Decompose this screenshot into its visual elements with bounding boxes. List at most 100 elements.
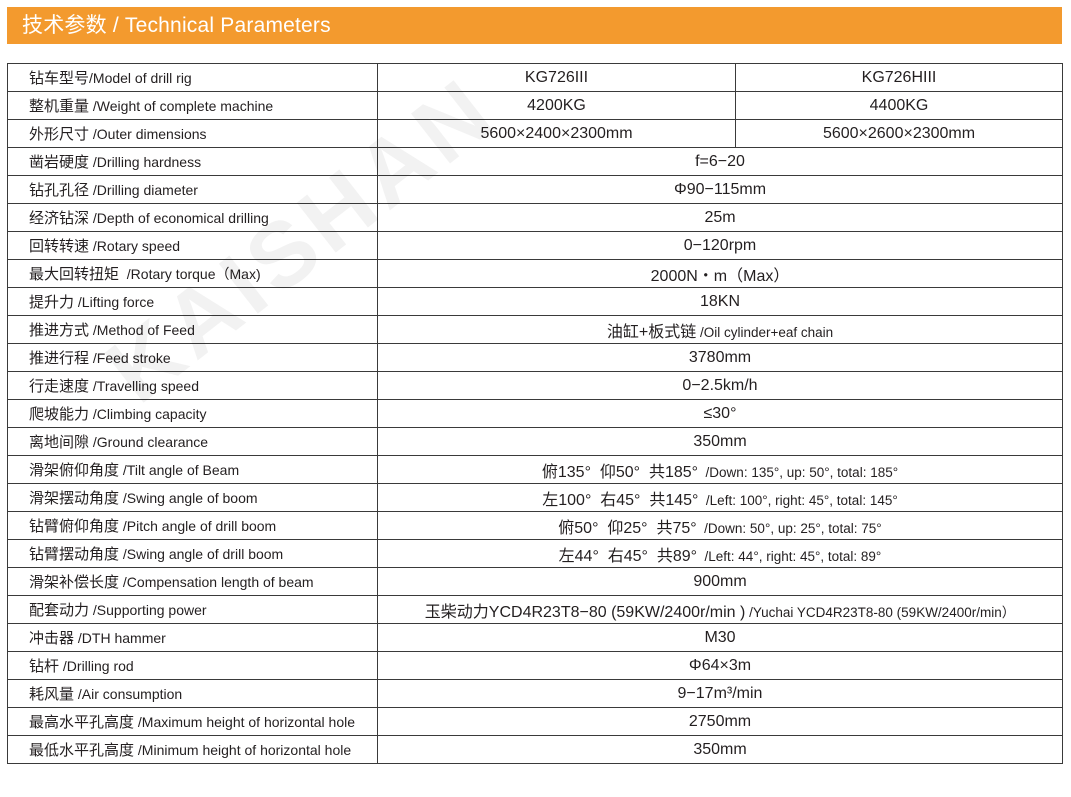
table-row: 最大回转扭矩 /Rotary torque（Max) 2000N・m（Max） xyxy=(7,259,1063,288)
parameter-label: 冲击器 /DTH hammer xyxy=(7,623,378,652)
table-row: 爬坡能力 /Climbing capacity ≤30° xyxy=(7,399,1063,428)
label-cn: 凿岩硬度 xyxy=(29,154,90,171)
label-cn: 钻孔孔径 xyxy=(29,182,90,199)
value-en: /Down: 50°, up: 25°, total: 75° xyxy=(696,520,882,536)
label-en: /Supporting power xyxy=(89,602,207,618)
label-cn: 配套动力 xyxy=(29,602,90,619)
value-text: f=6−20 xyxy=(695,152,745,170)
parameter-label: 行走速度 /Travelling speed xyxy=(7,371,378,400)
table-row: 滑架补偿长度 /Compensation length of beam 900mm xyxy=(7,567,1063,596)
label-en: /Climbing capacity xyxy=(89,406,207,422)
parameter-value: Φ90−115mm xyxy=(377,175,1063,204)
table-row: 外形尺寸 /Outer dimensions 5600×2400×2300mm 56… xyxy=(7,119,1063,148)
parameter-value: M30 xyxy=(377,623,1063,652)
parameter-label: 经济钻深 /Depth of economical drilling xyxy=(7,203,378,232)
parameter-value: 18KN xyxy=(377,287,1063,316)
parameter-label: 钻孔孔径 /Drilling diameter xyxy=(7,175,378,204)
value-text: ≤30° xyxy=(703,404,737,422)
parameter-label: 滑架摆动角度 /Swing angle of boom xyxy=(7,483,378,512)
parameter-value: 900mm xyxy=(377,567,1063,596)
value-text: 5600×2400×2300mm xyxy=(480,124,633,142)
label-en: /Air consumption xyxy=(74,686,183,702)
value-text: 18KN xyxy=(699,292,741,310)
label-en: /Drilling diameter xyxy=(89,182,198,198)
label-cn: 滑架俯仰角度 xyxy=(29,462,120,479)
table-row: 钻车型号/Model of drill rig KG726III KG726HIII xyxy=(7,63,1063,92)
table-row: 冲击器 /DTH hammer M30 xyxy=(7,623,1063,652)
label-en: /Ground clearance xyxy=(89,434,209,450)
table-row: 配套动力 /Supporting power 玉柴动力YCD4R23T8−80 (… xyxy=(7,595,1063,624)
label-cn: 最低水平孔高度 xyxy=(29,742,135,759)
label-en: /Method of Feed xyxy=(89,322,195,338)
label-en: /Maximum height of horizontal hole xyxy=(134,714,356,730)
parameter-value: KG726HIII xyxy=(735,63,1063,92)
table-row: 钻臂俯仰角度 /Pitch angle of drill boom 俯50° 仰2… xyxy=(7,511,1063,540)
parameter-value: 5600×2600×2300mm xyxy=(735,119,1063,148)
label-en: /Minimum height of horizontal hole xyxy=(134,742,352,758)
value-text: M30 xyxy=(704,628,736,646)
parameter-value: f=6−20 xyxy=(377,147,1063,176)
value-text: 350mm xyxy=(693,432,747,450)
parameters-table: 钻车型号/Model of drill rig KG726III KG726HIII… xyxy=(7,63,1063,764)
table-row: 凿岩硬度 /Drilling hardness f=6−20 xyxy=(7,147,1063,176)
value-text: 俯50° 仰25° 共75° xyxy=(558,519,697,537)
label-en: /Model of drill rig xyxy=(89,70,192,86)
parameter-label: 钻杆 /Drilling rod xyxy=(7,651,378,680)
parameter-value: 2000N・m（Max） xyxy=(377,259,1063,288)
table-row: 推进方式 /Method of Feed 油缸+板式链 /Oil cylinder… xyxy=(7,315,1063,344)
parameter-value: ≤30° xyxy=(377,399,1063,428)
table-row: 钻孔孔径 /Drilling diameter Φ90−115mm xyxy=(7,175,1063,204)
label-cn: 最大回转扭矩 xyxy=(29,266,120,283)
table-row: 行走速度 /Travelling speed 0−2.5km/h xyxy=(7,371,1063,400)
parameter-value: 玉柴动力YCD4R23T8−80 (59KW/2400r/min ) /Yuch… xyxy=(377,595,1063,624)
table-row: 整机重量 /Weight of complete machine 4200KG 44… xyxy=(7,91,1063,120)
table-row: 最高水平孔高度 /Maximum height of horizontal ho… xyxy=(7,707,1063,736)
parameter-label: 滑架补偿长度 /Compensation length of beam xyxy=(7,567,378,596)
label-cn: 冲击器 xyxy=(29,630,75,647)
parameter-value: 左100° 右45° 共145° /Left: 100°, right: 45°… xyxy=(377,483,1063,512)
table-row: 经济钻深 /Depth of economical drilling 25m xyxy=(7,203,1063,232)
label-cn: 离地间隙 xyxy=(29,434,90,451)
value-en: /Left: 100°, right: 45°, total: 145° xyxy=(698,492,898,508)
parameter-value: 0−2.5km/h xyxy=(377,371,1063,400)
table-row: 提升力 /Lifting force 18KN xyxy=(7,287,1063,316)
value-en: /Left: 44°, right: 45°, total: 89° xyxy=(697,548,882,564)
parameter-value: 油缸+板式链 /Oil cylinder+eaf chain xyxy=(377,315,1063,344)
value-text: 9−17m³/min xyxy=(677,684,763,702)
parameter-value: Φ64×3m xyxy=(377,651,1063,680)
table-row: 离地间隙 /Ground clearance 350mm xyxy=(7,427,1063,456)
value-en: /Down: 135°, up: 50°, total: 185° xyxy=(698,464,899,480)
parameter-value: 25m xyxy=(377,203,1063,232)
label-en: /Lifting force xyxy=(74,294,155,310)
value-text: 玉柴动力YCD4R23T8−80 (59KW/2400r/min ) xyxy=(424,603,746,621)
value-text: 左100° 右45° 共145° xyxy=(542,491,699,509)
parameter-label: 最低水平孔高度 /Minimum height of horizontal ho… xyxy=(7,735,378,764)
value-text: 左44° 右45° 共89° xyxy=(558,547,698,565)
parameter-value: 4200KG xyxy=(377,91,736,120)
parameter-label: 推进方式 /Method of Feed xyxy=(7,315,378,344)
label-en: /Tilt angle of Beam xyxy=(119,462,240,478)
value-text: 4400KG xyxy=(869,96,929,114)
parameter-label: 提升力 /Lifting force xyxy=(7,287,378,316)
table-row: 耗风量 /Air consumption 9−17m³/min xyxy=(7,679,1063,708)
table-row: 钻臂摆动角度 /Swing angle of drill boom 左44° 右4… xyxy=(7,539,1063,568)
label-en: /Depth of economical drilling xyxy=(89,210,269,226)
label-en: /Swing angle of drill boom xyxy=(119,546,284,562)
label-en: /Compensation length of beam xyxy=(119,574,314,590)
label-cn: 滑架摆动角度 xyxy=(29,490,120,507)
parameter-label: 回转转速 /Rotary speed xyxy=(7,231,378,260)
parameter-value: 左44° 右45° 共89° /Left: 44°, right: 45°, t… xyxy=(377,539,1063,568)
parameter-label: 凿岩硬度 /Drilling hardness xyxy=(7,147,378,176)
table-row: 最低水平孔高度 /Minimum height of horizontal ho… xyxy=(7,735,1063,764)
label-en: /Drilling rod xyxy=(59,658,134,674)
parameter-label: 离地间隙 /Ground clearance xyxy=(7,427,378,456)
value-text: Φ90−115mm xyxy=(673,180,767,198)
parameter-label: 爬坡能力 /Climbing capacity xyxy=(7,399,378,428)
label-cn: 外形尺寸 xyxy=(29,126,90,143)
value-text: 25m xyxy=(704,208,736,226)
label-cn: 耗风量 xyxy=(29,686,75,703)
value-text: 0−120rpm xyxy=(683,236,757,254)
value-text: 0−2.5km/h xyxy=(682,376,758,394)
label-cn: 推进行程 xyxy=(29,350,90,367)
parameter-label: 钻车型号/Model of drill rig xyxy=(7,63,378,92)
